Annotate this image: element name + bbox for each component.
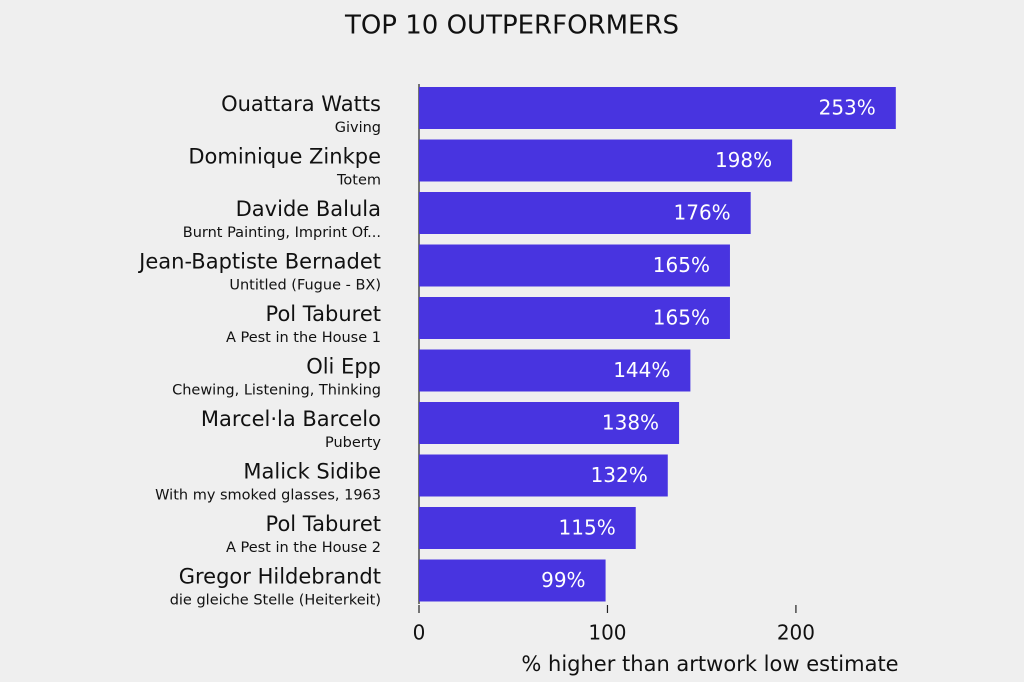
artist-name: Oli Epp [306, 355, 381, 379]
x-tick-label: 0 [413, 621, 426, 645]
value-label: 198% [715, 148, 772, 172]
artist-name: Marcel·la Barcelo [201, 407, 381, 431]
artist-name: Ouattara Watts [221, 92, 381, 116]
artist-name: Dominique Zinkpe [188, 145, 381, 169]
bar [419, 454, 668, 497]
bar [419, 349, 691, 392]
chart-title: TOP 10 OUTPERFORMERS [344, 11, 679, 41]
bar [419, 297, 730, 339]
artwork-title: Burnt Painting, Imprint Of... [183, 225, 381, 241]
artist-name: Pol Taburet [266, 302, 381, 326]
artwork-title: With my smoked glasses, 1963 [155, 488, 381, 504]
artwork-title: die gleiche Stelle (Heiterkeit) [170, 593, 381, 609]
artwork-title: Puberty [325, 435, 381, 451]
artwork-title: Untitled (Fugue - BX) [229, 278, 381, 294]
value-label: 132% [591, 463, 648, 487]
value-label: 165% [653, 253, 710, 277]
artwork-title: A Pest in the House 1 [226, 330, 381, 346]
bar [419, 192, 751, 234]
artwork-title: Chewing, Listening, Thinking [172, 383, 381, 399]
x-tick-label: 100 [588, 621, 626, 645]
value-label: 99% [541, 568, 585, 592]
artist-name: Davide Balula [236, 197, 381, 221]
artwork-title: Giving [335, 120, 381, 136]
artwork-title: A Pest in the House 2 [226, 540, 381, 556]
bar [419, 139, 793, 182]
bar [419, 244, 730, 287]
value-label: 144% [613, 358, 670, 382]
value-label: 115% [559, 516, 616, 540]
bar [419, 87, 896, 129]
bar [419, 559, 606, 602]
value-label: 253% [819, 96, 876, 120]
value-label: 176% [674, 201, 731, 225]
x-tick-label: 200 [777, 621, 815, 645]
value-label: 165% [653, 306, 710, 330]
bar [419, 402, 680, 444]
value-label: 138% [602, 411, 659, 435]
artist-name: Malick Sidibe [243, 460, 381, 484]
artist-name: Pol Taburet [266, 512, 381, 536]
artwork-title: Totem [336, 173, 381, 189]
artist-name: Gregor Hildebrandt [179, 565, 381, 589]
artist-name: Jean-Baptiste Bernadet [137, 250, 381, 274]
x-axis-label: % higher than artwork low estimate [521, 652, 898, 676]
bar [419, 507, 636, 549]
